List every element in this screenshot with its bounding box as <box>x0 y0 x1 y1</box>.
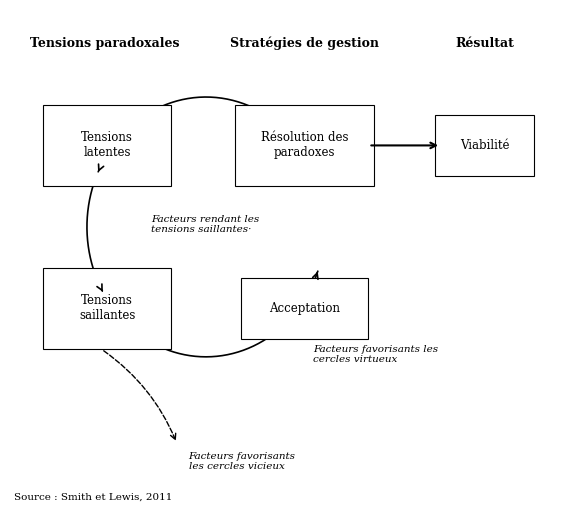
Text: Facteurs rendant les
tensions saillantes·: Facteurs rendant les tensions saillantes… <box>151 215 259 234</box>
FancyBboxPatch shape <box>43 268 171 349</box>
Text: Source : Smith et Lewis, 2011: Source : Smith et Lewis, 2011 <box>15 493 173 502</box>
Text: Tensions
saillantes: Tensions saillantes <box>79 295 135 322</box>
Text: Viabilité: Viabilité <box>460 139 509 152</box>
FancyBboxPatch shape <box>241 278 369 339</box>
Text: Acceptation: Acceptation <box>269 302 340 315</box>
Text: Résolution des
paradoxes: Résolution des paradoxes <box>261 131 348 160</box>
FancyBboxPatch shape <box>235 105 374 186</box>
FancyBboxPatch shape <box>43 105 171 186</box>
Text: Résultat: Résultat <box>455 37 514 50</box>
Text: Facteurs favorisants
les cercles vicieux: Facteurs favorisants les cercles vicieux <box>189 452 295 471</box>
Text: Tensions paradoxales: Tensions paradoxales <box>30 37 179 50</box>
Text: Tensions
latentes: Tensions latentes <box>81 131 133 160</box>
Text: Stratégies de gestion: Stratégies de gestion <box>230 37 379 50</box>
Text: Facteurs favorisants les
cercles virtueux: Facteurs favorisants les cercles virtueu… <box>314 345 438 364</box>
FancyBboxPatch shape <box>435 115 534 176</box>
